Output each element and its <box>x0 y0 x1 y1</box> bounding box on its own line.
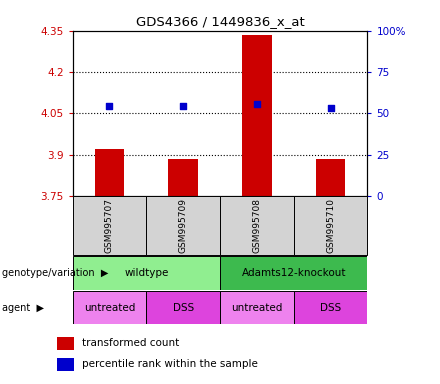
Point <box>253 101 260 107</box>
Text: wildtype: wildtype <box>124 268 169 278</box>
Text: untreated: untreated <box>231 303 282 313</box>
Text: transformed count: transformed count <box>82 338 180 348</box>
Bar <box>316 159 345 196</box>
Text: GSM995710: GSM995710 <box>326 198 335 253</box>
Text: DSS: DSS <box>320 303 341 313</box>
Text: GSM995707: GSM995707 <box>105 198 114 253</box>
Text: Adamts12-knockout: Adamts12-knockout <box>242 268 346 278</box>
Point <box>106 103 113 109</box>
Point <box>327 105 334 111</box>
Text: GSM995708: GSM995708 <box>253 198 261 253</box>
Text: genotype/variation  ▶: genotype/variation ▶ <box>2 268 109 278</box>
Bar <box>294 196 367 255</box>
Bar <box>73 196 146 255</box>
Bar <box>73 291 146 324</box>
Title: GDS4366 / 1449836_x_at: GDS4366 / 1449836_x_at <box>136 15 304 28</box>
Bar <box>57 337 74 349</box>
Bar <box>146 196 220 255</box>
Bar <box>57 358 74 371</box>
Bar <box>220 196 294 255</box>
Bar <box>73 256 220 290</box>
Bar <box>169 159 198 196</box>
Point <box>180 103 187 109</box>
Text: GSM995709: GSM995709 <box>179 198 187 253</box>
Bar <box>294 291 367 324</box>
Bar <box>146 291 220 324</box>
Bar <box>220 291 294 324</box>
Text: agent  ▶: agent ▶ <box>2 303 44 313</box>
Text: percentile rank within the sample: percentile rank within the sample <box>82 359 258 369</box>
Text: DSS: DSS <box>172 303 194 313</box>
Bar <box>95 149 124 196</box>
Bar <box>220 256 367 290</box>
Text: untreated: untreated <box>84 303 135 313</box>
Bar <box>242 35 271 196</box>
